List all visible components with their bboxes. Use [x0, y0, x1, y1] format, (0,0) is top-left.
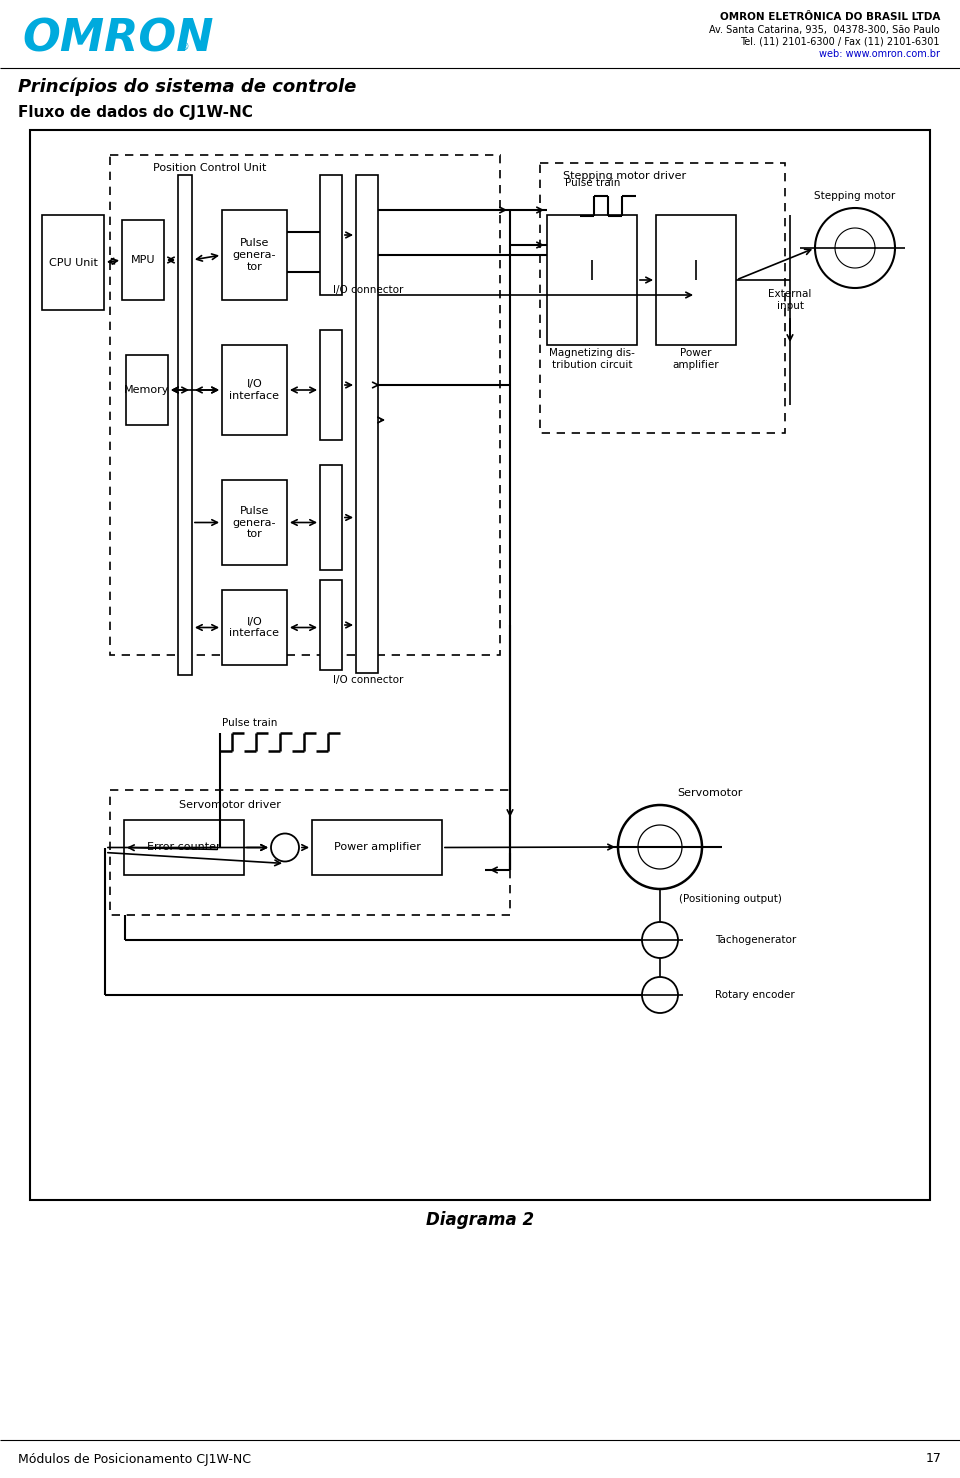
Bar [320, 330, 342, 440]
Text: Pulse
genera-
tor: Pulse genera- tor [232, 238, 276, 272]
Text: Servomotor driver: Servomotor driver [180, 800, 281, 810]
Text: Princípios do sistema de controle: Princípios do sistema de controle [18, 78, 356, 96]
Text: Pulse train: Pulse train [565, 177, 620, 188]
Bar [124, 820, 244, 875]
Text: I/O
interface: I/O interface [229, 380, 279, 401]
Text: Módulos de Posicionamento CJ1W-NC: Módulos de Posicionamento CJ1W-NC [18, 1453, 251, 1466]
Text: Stepping motor: Stepping motor [814, 191, 896, 201]
Text: OMRON: OMRON [22, 18, 213, 61]
Text: I/O connector: I/O connector [333, 675, 403, 684]
Bar [122, 220, 164, 300]
Text: Tel. (11) 2101-6300 / Fax (11) 2101-6301: Tel. (11) 2101-6300 / Fax (11) 2101-6301 [740, 37, 940, 47]
Text: MPU: MPU [131, 256, 156, 265]
Text: ®: ® [180, 41, 190, 52]
Text: Memory: Memory [124, 384, 170, 395]
Bar [30, 130, 930, 1200]
Bar [222, 480, 287, 565]
Text: Error counter: Error counter [147, 842, 221, 853]
Text: Av. Santa Catarina, 935,  04378-300, São Paulo: Av. Santa Catarina, 935, 04378-300, São … [709, 25, 940, 35]
Text: Power
amplifier: Power amplifier [673, 349, 719, 370]
Bar [110, 791, 510, 915]
Text: (Positioning output): (Positioning output) [679, 894, 781, 905]
Bar [222, 344, 287, 435]
Bar [42, 214, 104, 310]
Text: External
input: External input [768, 290, 812, 310]
Bar [356, 174, 378, 672]
Bar [540, 163, 785, 433]
Text: Servomotor: Servomotor [678, 788, 743, 798]
Text: Position Control Unit: Position Control Unit [154, 163, 267, 173]
Bar [656, 214, 736, 344]
Text: OMRON ELETRÔNICA DO BRASIL LTDA: OMRON ELETRÔNICA DO BRASIL LTDA [720, 12, 940, 22]
Bar [178, 174, 192, 675]
Bar [126, 355, 168, 426]
Text: Diagrama 2: Diagrama 2 [426, 1210, 534, 1230]
Text: 17: 17 [926, 1453, 942, 1466]
Text: Rotary encoder: Rotary encoder [715, 990, 795, 1001]
Bar [110, 155, 500, 655]
Text: Fluxo de dados do CJ1W-NC: Fluxo de dados do CJ1W-NC [18, 105, 252, 120]
Bar [320, 579, 342, 670]
Bar [547, 214, 637, 344]
Text: Pulse train: Pulse train [222, 718, 277, 729]
Bar [320, 174, 342, 296]
Text: Stepping motor driver: Stepping motor driver [564, 171, 686, 180]
Text: Power amplifier: Power amplifier [333, 842, 420, 853]
Text: Tachogenerator: Tachogenerator [715, 936, 796, 944]
Text: web: www.omron.com.br: web: www.omron.com.br [819, 49, 940, 59]
Circle shape [642, 922, 678, 958]
Circle shape [271, 834, 299, 862]
Bar [320, 466, 342, 571]
Circle shape [642, 977, 678, 1012]
Bar [222, 210, 287, 300]
Bar [312, 820, 442, 875]
Text: CPU Unit: CPU Unit [49, 257, 97, 268]
Circle shape [815, 208, 895, 288]
Bar [222, 590, 287, 665]
Circle shape [618, 806, 702, 888]
Text: Magnetizing dis-
tribution circuit: Magnetizing dis- tribution circuit [549, 349, 635, 370]
Text: I/O
interface: I/O interface [229, 616, 279, 638]
Text: Pulse
genera-
tor: Pulse genera- tor [232, 505, 276, 539]
Text: I/O connector: I/O connector [333, 285, 403, 296]
